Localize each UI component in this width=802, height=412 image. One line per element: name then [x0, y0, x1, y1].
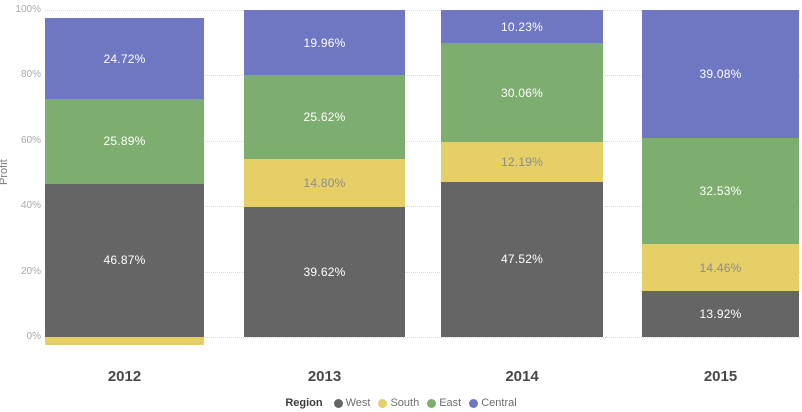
legend-label-east: East [439, 397, 462, 409]
bar-segment-west-2015[interactable]: 13.92% [642, 291, 799, 337]
bar-segment-south-2015[interactable]: 14.46% [642, 244, 799, 292]
bar-label-east-2014: 30.06% [501, 85, 543, 100]
y-axis-tick-0%: 0% [26, 331, 41, 342]
bar-label-east-2012: 25.89% [103, 134, 146, 149]
y-axis-tick-100%: 100% [15, 4, 41, 15]
legend-item-central[interactable]: Central [469, 397, 517, 409]
gridline-80% [45, 75, 800, 77]
bar-segment-east-2013[interactable]: 25.62% [244, 75, 405, 160]
x-axis-label-2013: 2013 [307, 368, 342, 385]
bar-segment-south-2012[interactable] [45, 337, 204, 346]
plot-area: 46.87% 25.89% 24.72% 39.62% 14.80% 25.62% 19.9… [45, 10, 800, 346]
gridline-40% [45, 206, 800, 208]
y-axis-tick-80%: 80% [20, 69, 41, 81]
gridline-60% [45, 140, 800, 142]
legend-swatch-west-icon [333, 398, 343, 408]
legend-item-east[interactable]: East [427, 397, 461, 409]
bar-label-west-2012: 46.87% [103, 253, 146, 268]
bar-label-central-2015: 39.08% [699, 66, 742, 81]
legend-items: West South East Central [333, 397, 517, 409]
bar-segment-east-2012[interactable]: 25.89% [45, 99, 204, 184]
bar-segment-west-2012[interactable]: 46.87% [45, 183, 204, 337]
bar-segment-central-2015[interactable]: 39.08% [642, 10, 799, 138]
gridline-20% [45, 271, 800, 273]
bar-label-central-2013: 19.96% [303, 35, 346, 50]
bar-segment-west-2013[interactable]: 39.62% [244, 207, 405, 337]
bar-segment-south-2014[interactable]: 12.19% [441, 141, 603, 182]
bar-label-south-2015: 14.46% [699, 260, 742, 275]
legend-swatch-south-icon [378, 398, 388, 408]
legend-label-south: South [390, 397, 420, 409]
bar-segment-central-2013[interactable]: 19.96% [244, 10, 405, 76]
bar-segment-east-2015[interactable]: 32.53% [642, 137, 799, 245]
legend-item-west[interactable]: West [333, 397, 371, 409]
legend-title: Region [285, 397, 323, 409]
y-axis-tick-40%: 40% [20, 200, 41, 212]
y-axis-title: Profit [0, 159, 10, 185]
bar-segment-south-2013[interactable]: 14.80% [244, 159, 405, 208]
legend-label-west: West [345, 397, 371, 409]
bar-label-west-2014: 47.52% [501, 252, 543, 267]
x-axis-label-2014: 2014 [505, 368, 539, 385]
bar-segment-west-2014[interactable]: 47.52% [441, 181, 603, 337]
bar-label-central-2014: 10.23% [501, 19, 543, 34]
bar-segment-east-2014[interactable]: 30.06% [441, 43, 603, 142]
gridline-0% [45, 337, 800, 338]
y-axis-tick-20%: 20% [20, 265, 41, 277]
x-axis-label-2012: 2012 [107, 368, 142, 385]
bar-label-south-2013: 14.80% [303, 176, 346, 191]
legend-item-south[interactable]: South [378, 397, 419, 409]
legend-label-central: Central [481, 397, 517, 409]
bar-label-east-2013: 25.62% [303, 110, 346, 125]
gridline-100% [45, 10, 800, 11]
bar-label-west-2013: 39.62% [303, 265, 346, 280]
bar-label-south-2014: 12.19% [501, 154, 543, 169]
y-axis-tick-60%: 60% [20, 134, 41, 146]
bar-label-east-2015: 32.53% [699, 183, 742, 198]
bar-label-west-2015: 13.92% [699, 307, 742, 322]
x-axis-label-2015: 2015 [703, 368, 738, 385]
bar-label-central-2012: 24.72% [103, 51, 146, 66]
bar-segment-central-2012[interactable]: 24.72% [45, 18, 204, 100]
legend-swatch-central-icon [469, 398, 479, 408]
legend-swatch-east-icon [427, 398, 437, 408]
bar-segment-central-2014[interactable]: 10.23% [441, 10, 603, 44]
legend: Region West South East Central [0, 397, 802, 409]
